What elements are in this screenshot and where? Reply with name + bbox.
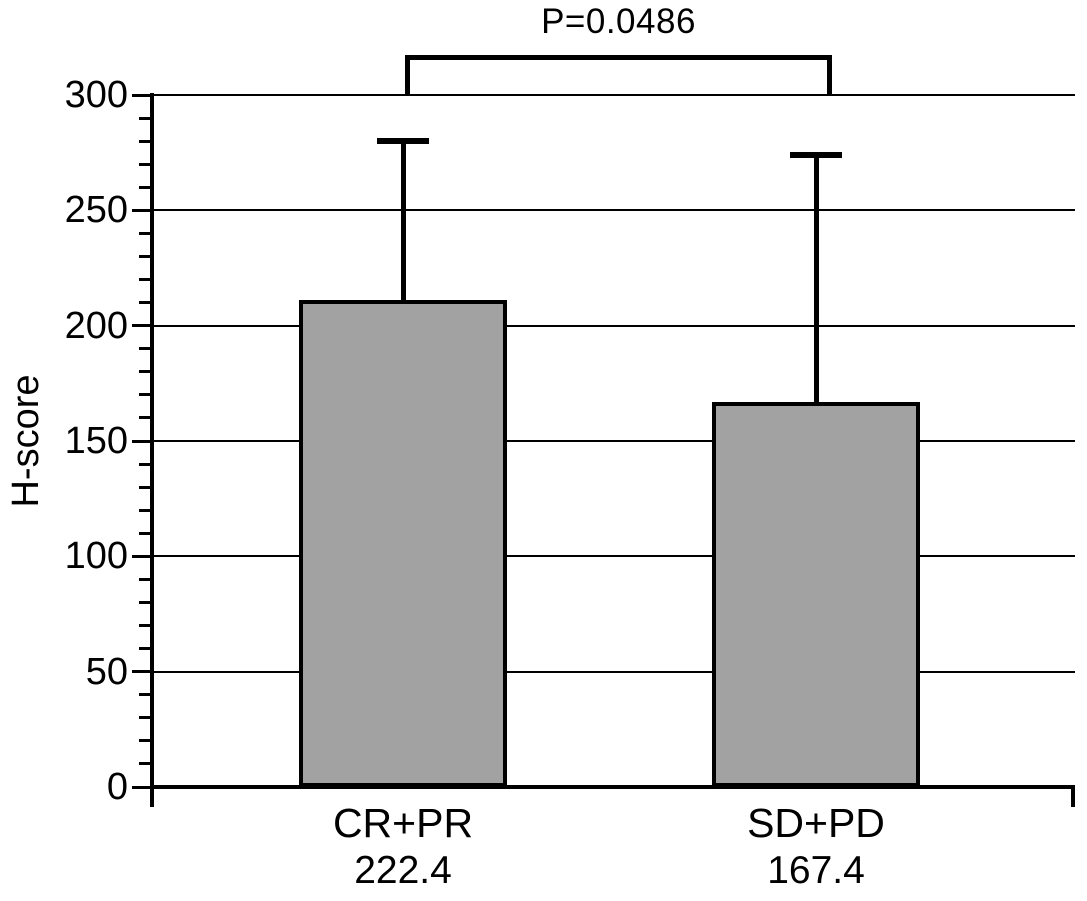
- gridline: [152, 555, 1075, 558]
- value-label: 167.4: [767, 849, 865, 892]
- y-tick-label: 150: [64, 420, 128, 462]
- error-bar-stem: [813, 154, 819, 402]
- gridline: [152, 324, 1075, 327]
- significance-bracket: [405, 55, 832, 95]
- y-tick-minor: [139, 162, 150, 166]
- gridline: [152, 440, 1075, 442]
- error-bar-cap: [790, 151, 842, 158]
- y-tick-minor: [139, 577, 150, 581]
- y-tick-major: [132, 324, 150, 328]
- y-tick-minor: [139, 116, 150, 120]
- y-tick-major: [132, 554, 150, 558]
- x-axis-end-tick: [1071, 785, 1075, 807]
- y-tick-label: 300: [64, 74, 128, 116]
- y-tick-label: 0: [106, 766, 128, 808]
- x-axis: [150, 785, 1075, 789]
- y-tick-minor: [139, 716, 150, 720]
- error-bar-cap: [377, 138, 429, 145]
- value-label: 222.4: [354, 849, 452, 892]
- y-tick-label: 200: [64, 304, 128, 347]
- y-tick-minor: [139, 693, 150, 697]
- y-tick-minor: [139, 301, 150, 305]
- y-tick-minor: [139, 485, 150, 489]
- y-tick-major: [132, 785, 150, 789]
- y-tick-minor: [139, 416, 150, 420]
- y-tick-minor: [139, 139, 150, 143]
- y-tick-major: [132, 93, 150, 97]
- y-tick-minor: [139, 762, 150, 766]
- y-tick-minor: [139, 185, 150, 189]
- y-axis: [150, 93, 154, 807]
- category-label: SD+PD: [747, 800, 885, 846]
- gridline: [152, 94, 1075, 96]
- y-tick-minor: [139, 624, 150, 628]
- y-tick-label: 50: [85, 650, 128, 693]
- gridline: [152, 670, 1075, 673]
- y-tick-minor: [139, 393, 150, 397]
- y-tick-minor: [139, 278, 150, 282]
- y-tick-minor: [139, 508, 150, 512]
- p-value-label: P=0.0486: [541, 2, 696, 41]
- error-bar-stem: [400, 141, 406, 301]
- y-tick-minor: [139, 231, 150, 235]
- y-tick-minor: [139, 370, 150, 374]
- y-tick-major: [132, 208, 150, 212]
- y-tick-label: 100: [64, 535, 128, 578]
- y-tick-minor: [139, 600, 150, 604]
- y-tick-minor: [139, 254, 150, 258]
- y-tick-minor: [139, 739, 150, 743]
- y-tick-major: [132, 439, 150, 443]
- y-tick-major: [132, 670, 150, 674]
- y-tick-label: 250: [64, 189, 128, 232]
- y-tick-minor: [139, 347, 150, 351]
- y-tick-minor: [139, 531, 150, 535]
- bar: [712, 401, 920, 787]
- y-tick-minor: [139, 647, 150, 651]
- y-tick-minor: [139, 462, 150, 466]
- category-label: CR+PR: [332, 800, 474, 846]
- bar: [299, 300, 507, 787]
- gridline: [152, 209, 1075, 212]
